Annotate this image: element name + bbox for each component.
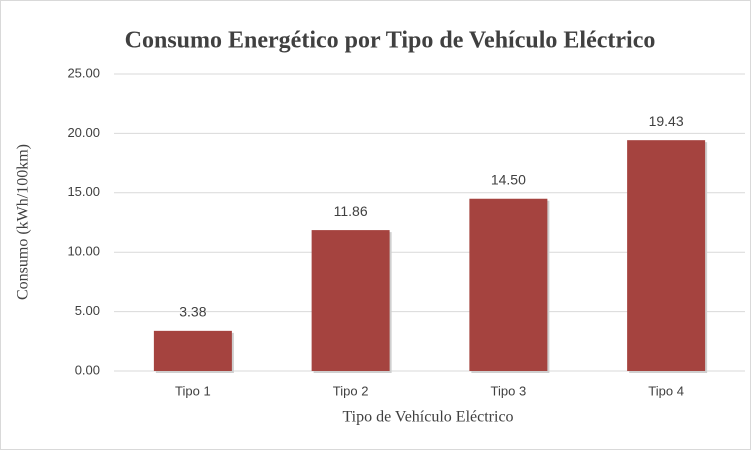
data-label: 19.43 — [649, 113, 684, 129]
bar — [153, 330, 232, 371]
x-axis-label: Tipo de Vehículo Eléctrico — [342, 409, 513, 426]
x-tick-label: Tipo 1 — [175, 383, 211, 398]
y-tick-label: 15.00 — [67, 184, 100, 199]
y-tick-label: 0.00 — [75, 362, 100, 377]
chart-title: Consumo Energético por Tipo de Vehículo … — [125, 28, 656, 54]
bar — [469, 198, 548, 371]
y-tick-label: 5.00 — [75, 303, 100, 318]
y-tick-label: 20.00 — [67, 125, 100, 140]
bar — [311, 230, 390, 371]
bar — [627, 140, 706, 371]
data-label: 3.38 — [179, 304, 206, 320]
x-tick-label: Tipo 4 — [648, 383, 684, 398]
y-axis-label: Consumo (kWh/100km) — [15, 144, 32, 300]
data-label: 14.50 — [491, 171, 526, 187]
y-tick-label: 10.00 — [67, 244, 100, 259]
x-tick-label: Tipo 3 — [491, 383, 527, 398]
y-tick-label: 25.00 — [67, 65, 100, 80]
x-tick-label: Tipo 2 — [333, 383, 369, 398]
data-label: 11.86 — [334, 203, 368, 219]
